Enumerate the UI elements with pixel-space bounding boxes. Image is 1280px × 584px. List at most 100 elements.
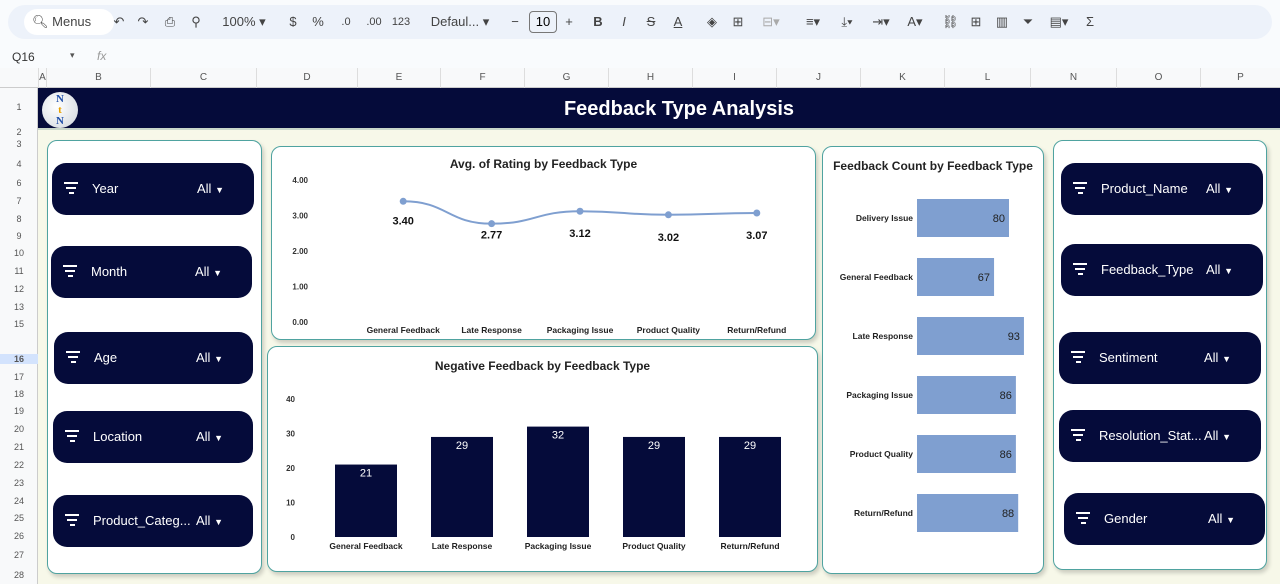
column-header[interactable]: G [524, 68, 608, 88]
slicer-value-dropdown[interactable]: All ▼ [196, 411, 223, 464]
row-header[interactable]: 12 [13, 284, 24, 294]
strikethrough-icon[interactable]: S [646, 14, 656, 29]
row-header[interactable]: 15 [13, 319, 24, 329]
row-header[interactable]: 24 [13, 496, 24, 506]
row-header[interactable]: 3 [16, 139, 22, 149]
row-header[interactable]: 9 [16, 231, 22, 241]
zoom-select[interactable]: 100% ▾ [222, 14, 266, 29]
slicer-value-dropdown[interactable]: All ▼ [197, 163, 224, 216]
column-header[interactable]: L [944, 68, 1030, 88]
column-header[interactable]: N [1030, 68, 1116, 88]
fill-color-icon[interactable]: ◈ [707, 14, 717, 29]
row-header[interactable]: 18 [13, 389, 24, 399]
font-size-input[interactable]: 10 [529, 11, 557, 33]
row-header[interactable]: 17 [13, 372, 24, 382]
row-header[interactable]: 27 [13, 550, 24, 560]
cell-ref-dropdown-icon[interactable]: ▾ [70, 50, 75, 60]
column-header[interactable]: A [38, 68, 46, 88]
row-header[interactable]: 28 [13, 570, 24, 580]
slicer-sentiment[interactable]: Sentiment All ▼ [1059, 332, 1261, 384]
slicer-age[interactable]: Age All ▼ [54, 332, 253, 384]
italic-button[interactable]: I [622, 14, 626, 29]
row-header[interactable]: 22 [13, 460, 24, 470]
row-header[interactable]: 8 [16, 214, 22, 224]
percent-button[interactable]: % [312, 14, 324, 29]
column-header[interactable]: I [692, 68, 776, 88]
row-header[interactable]: 23 [13, 478, 24, 488]
row-header[interactable]: 13 [13, 302, 24, 312]
row-header[interactable]: 25 [13, 513, 24, 523]
slicer-feedback-type[interactable]: Feedback_Type All ▼ [1061, 244, 1263, 296]
slicer-month[interactable]: Month All ▼ [51, 246, 252, 298]
slicer-year[interactable]: Year All ▼ [52, 163, 254, 215]
merge-cells-icon[interactable]: ⊟▾ [762, 14, 780, 29]
slicer-value-dropdown[interactable]: All ▼ [1204, 410, 1231, 463]
print-icon[interactable]: ⎙ [164, 14, 176, 29]
slicer-resolution-stat[interactable]: Resolution_Stat... All ▼ [1059, 410, 1261, 462]
slicer-value-dropdown[interactable]: All ▼ [1206, 163, 1233, 216]
text-rotation-icon[interactable]: A▾ [907, 14, 923, 29]
row-header[interactable]: 10 [13, 248, 24, 258]
slicer-value-dropdown[interactable]: All ▼ [196, 332, 223, 385]
column-header[interactable]: O [1116, 68, 1200, 88]
column-header[interactable]: J [776, 68, 860, 88]
text-wrap-icon[interactable]: ⇥▾ [872, 14, 890, 29]
slicer-location[interactable]: Location All ▼ [53, 411, 253, 463]
filter-icon[interactable]: ⏷ [1022, 14, 1034, 29]
link-icon[interactable]: ⛓ [942, 14, 959, 29]
row-header[interactable]: 1 [16, 102, 22, 112]
decrease-decimal-button[interactable]: .0 [341, 16, 351, 28]
font-select[interactable]: Defaul... ▾ [430, 14, 490, 29]
row-header[interactable]: 19 [13, 406, 24, 416]
increase-font-size[interactable]: + [565, 14, 573, 29]
redo-icon[interactable]: ↷ [137, 14, 149, 29]
column-header[interactable]: C [150, 68, 256, 88]
row-header[interactable]: 6 [16, 178, 22, 188]
slicer-value-dropdown[interactable]: All ▼ [196, 495, 223, 548]
row-header[interactable]: 16 [0, 354, 38, 364]
undo-icon[interactable]: ↶ [113, 14, 125, 29]
row-header[interactable]: 20 [13, 424, 24, 434]
borders-icon[interactable]: ⊞ [732, 14, 744, 29]
column-header[interactable]: P [1200, 68, 1280, 88]
column-header[interactable]: H [608, 68, 692, 88]
column-header[interactable]: E [357, 68, 440, 88]
row-header[interactable]: 4 [16, 159, 22, 169]
decrease-font-size[interactable]: − [511, 14, 519, 29]
x-tick-label: Packaging Issue [547, 325, 614, 335]
row-header[interactable]: 11 [14, 266, 24, 276]
currency-button[interactable]: $ [289, 14, 297, 29]
text-color-icon[interactable]: A [673, 14, 683, 29]
more-formats-button[interactable]: 123 [391, 16, 411, 28]
increase-decimal-button[interactable]: .00 [366, 16, 382, 28]
column-header[interactable]: B [46, 68, 150, 88]
slicer-value-dropdown[interactable]: All ▼ [195, 246, 222, 299]
bold-button[interactable]: B [593, 14, 603, 29]
slicer-product-categ[interactable]: Product_Categ... All ▼ [53, 495, 253, 547]
slicer-value-dropdown[interactable]: All ▼ [1206, 244, 1233, 297]
column-header[interactable]: K [860, 68, 944, 88]
menus-search[interactable]: 🔍︎ Menus [24, 9, 114, 35]
bar [917, 435, 1016, 473]
slicer-gender[interactable]: Gender All ▼ [1064, 493, 1265, 545]
cell-reference[interactable]: Q16 [12, 50, 35, 64]
slicer-label: Location [93, 429, 143, 444]
paint-format-icon[interactable]: ⚲ [191, 14, 201, 29]
chart-icon[interactable]: ▥ [995, 14, 1009, 29]
functions-menu-icon[interactable]: ▤▾ [1049, 14, 1069, 29]
vertical-align-icon[interactable]: ⤓▾ [841, 14, 853, 29]
column-header[interactable]: F [440, 68, 524, 88]
slicer-value-dropdown[interactable]: All ▼ [1204, 332, 1231, 385]
filter-icon [65, 430, 79, 445]
column-header[interactable]: D [256, 68, 357, 88]
align-icon[interactable]: ≡▾ [805, 14, 821, 29]
row-header[interactable]: 21 [13, 442, 24, 452]
row-header[interactable]: 2 [16, 127, 22, 137]
slicer-value-dropdown[interactable]: All ▼ [1208, 493, 1235, 546]
comment-icon[interactable]: ⊞ [970, 14, 982, 29]
slicer-product-name[interactable]: Product_Name All ▼ [1061, 163, 1263, 215]
row-header[interactable]: 26 [13, 531, 24, 541]
formula-input[interactable] [120, 46, 1270, 66]
row-header[interactable]: 7 [16, 196, 22, 206]
sum-icon[interactable]: Σ [1085, 14, 1095, 29]
